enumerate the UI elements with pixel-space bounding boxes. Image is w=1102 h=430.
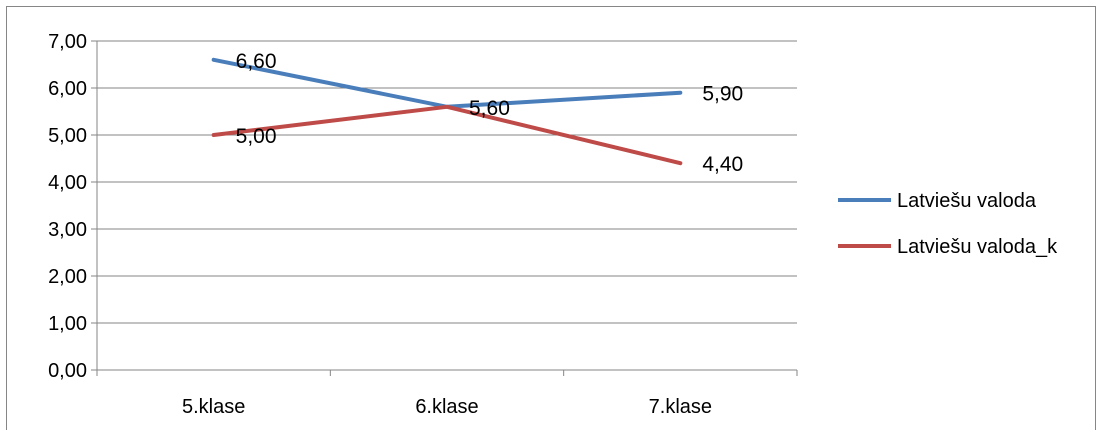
series-line-1 — [211, 57, 683, 109]
x-tick-label: 5.klase — [182, 396, 245, 418]
chart-frame — [6, 6, 1096, 430]
y-tick-label: 3,00 — [48, 219, 87, 241]
data-label: 5,90 — [702, 83, 743, 106]
legend-label: Latviešu valoda — [897, 190, 1037, 212]
gridlines — [97, 40, 797, 324]
legend: Latviešu valoda Latviešu valoda_k — [838, 190, 1058, 258]
y-tick-label: 1,00 — [48, 313, 87, 335]
y-tick-label: 0,00 — [48, 360, 87, 382]
legend-label: Latviešu valoda_k — [897, 236, 1058, 258]
axes: 0,00 1,00 2,00 3,00 4,00 5,00 6,00 7,00 5.klase 6… — [48, 31, 798, 418]
y-tick-label: 7,00 — [48, 31, 87, 53]
data-label: 5,00 — [236, 125, 277, 148]
series-line-2 — [211, 104, 683, 166]
y-tick-label: 5,00 — [48, 125, 87, 147]
series-lines — [211, 57, 683, 166]
x-tick-label: 7.klase — [649, 396, 712, 418]
y-tick-label: 6,00 — [48, 78, 87, 100]
y-tick-label: 2,00 — [48, 266, 87, 288]
data-label: 5,60 — [469, 97, 510, 120]
data-labels: 6,60 5,60 5,90 5,00 4,40 — [236, 50, 744, 176]
x-tick-label: 6.klase — [415, 396, 478, 418]
y-tick-label: 4,00 — [48, 172, 87, 194]
data-label: 6,60 — [236, 50, 277, 73]
data-label: 4,40 — [702, 153, 743, 176]
